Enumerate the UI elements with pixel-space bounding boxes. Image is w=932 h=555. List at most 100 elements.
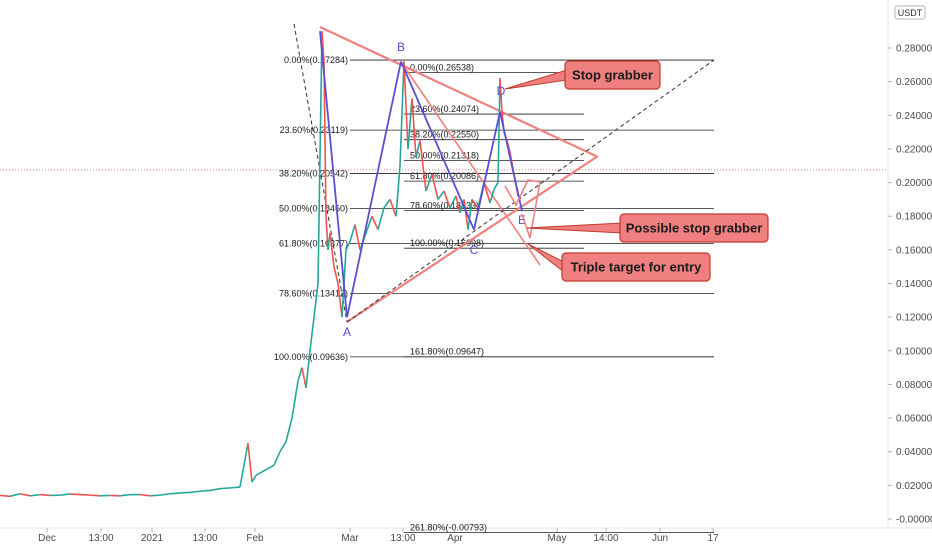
fib-right-level-label: 261.80%(-0.00793) [410,522,487,532]
fib-right-level-label: 161.80%(0.09647) [410,347,484,357]
price-segment [240,443,248,487]
price-segment [494,183,498,190]
unit-label: USDT [898,8,923,18]
price-segment [334,267,338,284]
price-segment [268,465,274,468]
price-segment [190,491,200,492]
price-segment [230,487,240,488]
callout-3[interactable]: Triple target for entry [528,244,710,281]
x-tick-label: Jun [652,533,668,544]
price-segment [262,469,268,472]
price-segment [220,488,230,489]
price-segment [90,495,100,496]
price-segment [378,208,384,230]
price-segment [70,494,80,495]
price-segment [248,443,252,482]
fib-right-level-label: 38.20%(0.22550) [410,130,479,140]
fib-left-level-label: 78.60%(0.13412) [279,288,348,298]
y-tick-label: 0.16000 [896,245,932,256]
x-tick-label: Feb [246,533,264,544]
price-segment [292,381,298,418]
wave-label-a: A [343,325,351,339]
wave-label-c: C [470,243,479,257]
price-segment [120,495,130,496]
y-tick-label: 0.24000 [896,111,932,122]
y-tick-label: 0.22000 [896,144,932,155]
price-segment [150,495,160,496]
y-tick-label: 0.18000 [896,212,932,223]
callout-pointer [527,223,622,233]
price-segment [40,495,50,496]
price-segment [256,472,262,475]
fib-right-level-label: 50.00%(0.21318) [410,150,479,160]
price-segment [200,490,210,491]
fib-right-level-label: 78.60%(0.18333) [410,201,479,211]
fib-left-level-label: 61.80%(0.16377) [279,239,348,249]
price-segment [160,494,170,495]
y-tick-label: 0.14000 [896,279,932,290]
x-tick-label: 13:00 [390,533,415,544]
x-tick-label: 13:00 [192,533,217,544]
price-segment [274,452,280,465]
price-segment [80,495,90,496]
price-segment [484,183,490,203]
y-tick-label: 0.10000 [896,346,932,357]
callout-text: Possible stop grabber [626,221,763,236]
price-segment [420,141,426,191]
price-segment [252,475,256,482]
wave-leg [347,61,401,317]
y-tick-label: -0.00000 [896,515,932,526]
price-segment [10,494,20,497]
price-segment [286,418,292,442]
price-segment [384,199,390,207]
price-segment [20,494,30,496]
price-segment [310,317,314,351]
callout-1[interactable]: Stop grabber [505,61,660,89]
wave-label-d: D [497,84,506,98]
fib-right-level-label: 0.00%(0.26538) [410,63,474,73]
x-tick-label: 17 [707,533,719,544]
y-tick-label: 0.02000 [896,481,932,492]
fib-left-level-label: 100.00%(0.09636) [274,352,348,362]
y-tick-label: 0.06000 [896,414,932,425]
callout-text: Triple target for entry [571,260,703,275]
y-tick-label: 0.08000 [896,380,932,391]
projected-path [505,180,540,238]
price-segment [390,199,396,216]
price-segment [210,489,220,491]
projection-trendline [401,62,540,265]
x-tick-label: 13:00 [88,533,113,544]
fib-right-level-label: 61.80%(0.20086) [410,171,479,181]
y-tick-label: 0.28000 [896,44,932,55]
price-segment [400,61,404,165]
price-segment [280,442,286,452]
unit-label-box[interactable]: USDT [895,6,925,19]
price-segment [438,191,444,199]
price-segment [302,368,306,388]
y-tick-label: 0.04000 [896,447,932,458]
fib-left-level-label: 0.00%(0.27284) [284,55,348,65]
y-tick-label: 0.20000 [896,178,932,189]
price-segment [60,494,70,495]
x-tick-label: May [548,533,567,544]
x-tick-label: 2021 [141,533,164,544]
price-segment [372,216,378,229]
fib-left-level-label: 23.60%(0.23119) [280,125,348,135]
callout-2[interactable]: Possible stop grabber [527,214,768,242]
price-segment [180,492,190,493]
wave-label-b: B [397,40,405,54]
price-segment [140,495,150,496]
price-segment [298,368,302,381]
x-tick-label: Mar [341,533,359,544]
x-tick-label: Dec [38,533,56,544]
price-segment [30,495,40,496]
x-tick-label: Apr [447,533,463,544]
y-tick-label: 0.26000 [896,77,932,88]
price-segment [0,495,10,496]
callout-text: Stop grabber [572,68,653,83]
price-segment [350,225,355,242]
fib-left-level-label: 38.20%(0.20542) [279,168,348,178]
price-segment [355,225,360,250]
